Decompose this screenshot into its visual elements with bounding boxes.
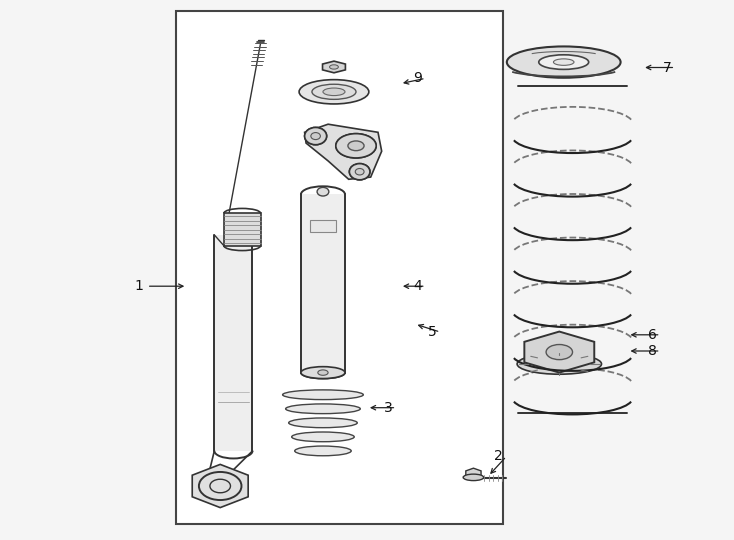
- Ellipse shape: [355, 168, 364, 175]
- Ellipse shape: [553, 59, 574, 65]
- Text: 2: 2: [494, 449, 503, 463]
- Ellipse shape: [348, 141, 364, 151]
- Text: 7: 7: [663, 60, 672, 75]
- Polygon shape: [466, 468, 481, 479]
- Bar: [224, 213, 261, 246]
- Polygon shape: [524, 332, 595, 373]
- Ellipse shape: [506, 46, 620, 78]
- Ellipse shape: [355, 168, 364, 175]
- Ellipse shape: [336, 134, 376, 158]
- Ellipse shape: [294, 446, 351, 456]
- Ellipse shape: [330, 65, 338, 69]
- Text: 6: 6: [648, 328, 657, 342]
- Text: 3: 3: [384, 401, 393, 415]
- Ellipse shape: [317, 187, 329, 196]
- Ellipse shape: [539, 55, 589, 70]
- Ellipse shape: [546, 345, 573, 360]
- Bar: [176, 11, 503, 524]
- Ellipse shape: [283, 390, 363, 400]
- Ellipse shape: [463, 474, 484, 481]
- Ellipse shape: [305, 127, 327, 145]
- Ellipse shape: [301, 367, 345, 379]
- Text: 8: 8: [648, 344, 657, 358]
- Ellipse shape: [517, 354, 602, 374]
- Ellipse shape: [349, 164, 370, 180]
- Ellipse shape: [349, 164, 370, 180]
- Bar: [214, 235, 252, 451]
- Polygon shape: [322, 61, 346, 73]
- Bar: [310, 220, 336, 232]
- Polygon shape: [192, 464, 248, 508]
- Text: 1: 1: [134, 279, 143, 293]
- Text: 4: 4: [413, 279, 422, 293]
- Bar: [301, 194, 345, 373]
- Ellipse shape: [312, 84, 356, 99]
- Ellipse shape: [310, 132, 320, 139]
- Ellipse shape: [305, 127, 327, 145]
- Ellipse shape: [291, 432, 355, 442]
- Ellipse shape: [318, 370, 328, 375]
- Ellipse shape: [310, 132, 320, 139]
- Ellipse shape: [299, 80, 369, 104]
- Ellipse shape: [336, 134, 376, 158]
- Text: 9: 9: [413, 71, 422, 85]
- Polygon shape: [305, 124, 382, 179]
- Ellipse shape: [348, 141, 364, 151]
- Text: 5: 5: [428, 325, 437, 339]
- Ellipse shape: [288, 418, 357, 428]
- Ellipse shape: [323, 88, 345, 96]
- Ellipse shape: [286, 404, 360, 414]
